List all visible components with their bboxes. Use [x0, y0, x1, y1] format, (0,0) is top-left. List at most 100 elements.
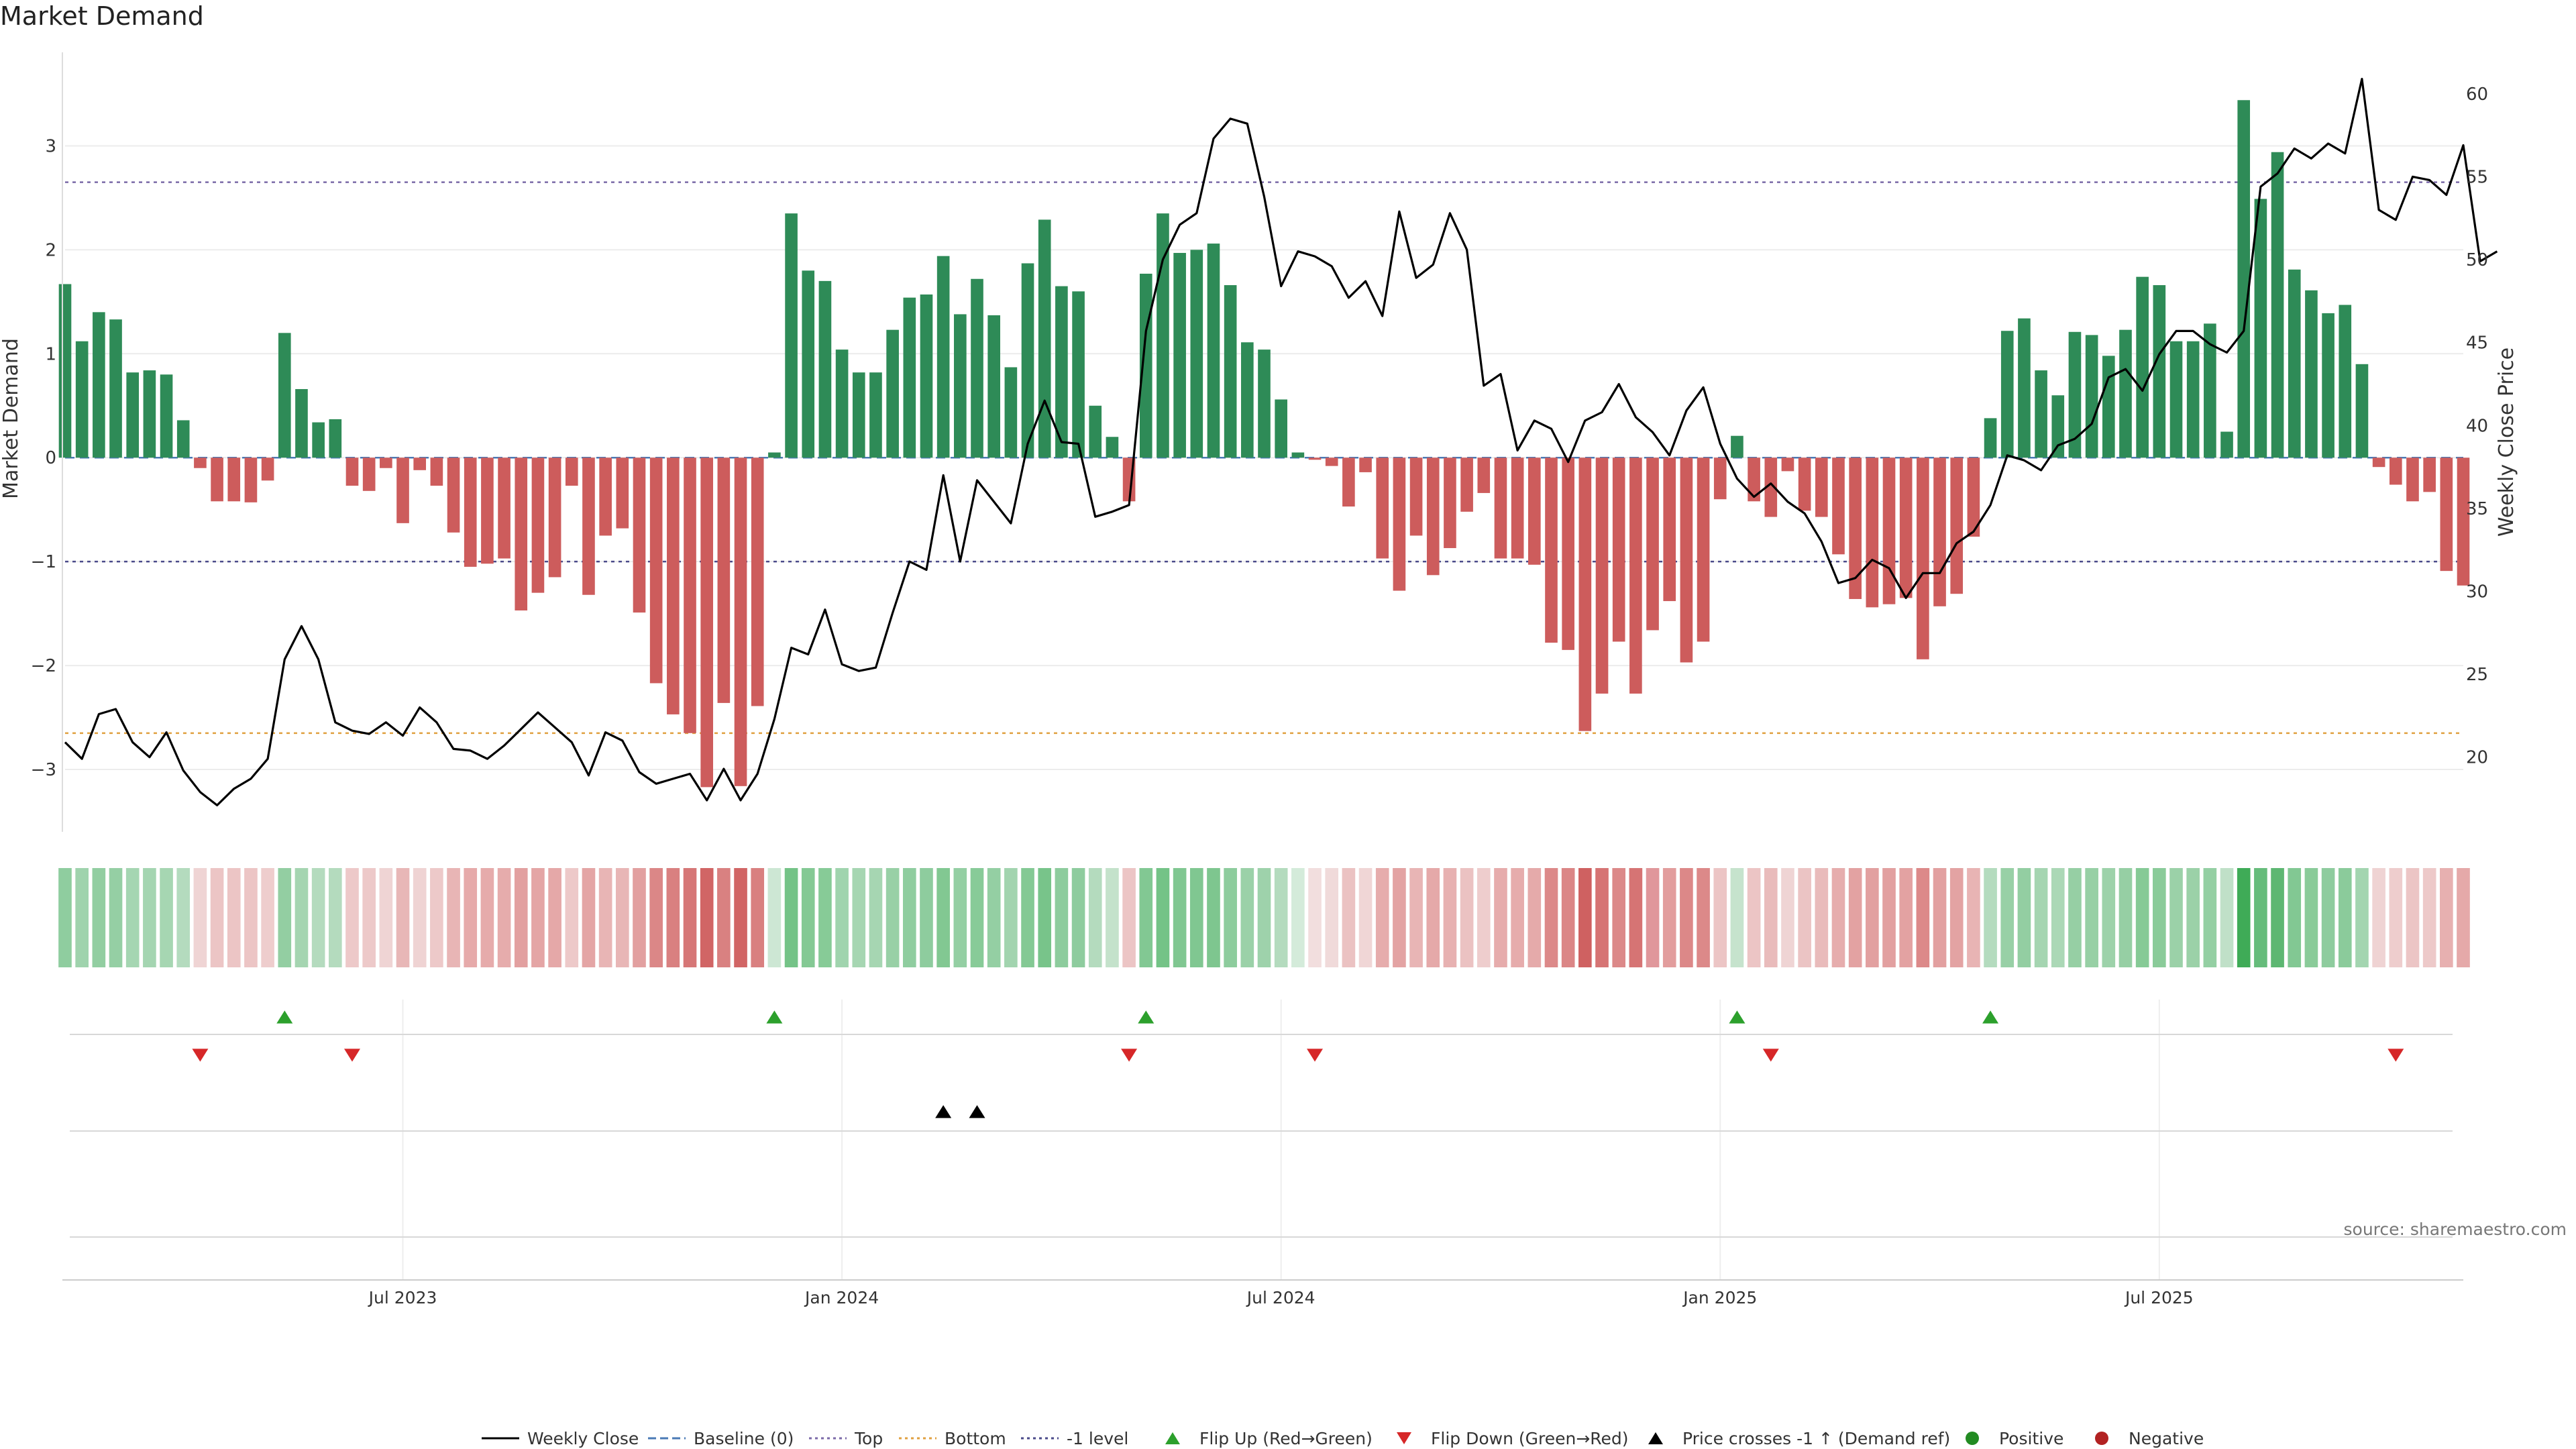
- legend-item[interactable]: -1 level: [1021, 1429, 1128, 1448]
- demand-bar: [2018, 318, 2031, 458]
- legend-label: Price crosses -1 ↑ (Demand ref): [1682, 1429, 1950, 1448]
- legend-item[interactable]: Weekly Close: [482, 1429, 639, 1448]
- strip-cell: [261, 868, 274, 967]
- legend-label: -1 level: [1067, 1429, 1128, 1448]
- strip-cell: [2153, 868, 2166, 967]
- demand-bar: [1595, 458, 1609, 694]
- strip-cell: [2203, 868, 2217, 967]
- strip-cell: [125, 868, 140, 967]
- demand-bar: [1494, 458, 1507, 559]
- demand-bar: [2136, 276, 2149, 458]
- strip-cell: [2389, 868, 2403, 967]
- demand-bar: [75, 341, 89, 458]
- strip-cell: [1375, 868, 1389, 967]
- y2-tick-label: 20: [2466, 748, 2488, 768]
- demand-bar: [1342, 458, 1355, 507]
- strip-cell: [1781, 868, 1794, 967]
- strip-cell: [1612, 868, 1626, 967]
- strip-cell: [2288, 868, 2302, 967]
- demand-bar: [582, 458, 595, 595]
- legend-item[interactable]: Positive: [1966, 1429, 2063, 1448]
- demand-bar: [802, 270, 815, 458]
- demand-bar: [734, 458, 747, 786]
- legend-item[interactable]: Top: [809, 1429, 883, 1448]
- demand-bar: [2457, 458, 2470, 586]
- demand-bar: [1072, 291, 1085, 458]
- strip-cell: [2169, 868, 2183, 967]
- y2-tick-label: 55: [2466, 167, 2488, 187]
- strip-cell: [1055, 868, 1069, 967]
- demand-bar: [1089, 405, 1102, 458]
- y-tick-label: −1: [31, 552, 56, 572]
- strip-cell: [58, 868, 72, 967]
- strip-cell: [565, 868, 579, 967]
- strip-cell: [1815, 868, 1829, 967]
- strip-cell: [869, 868, 883, 967]
- legend-item[interactable]: Baseline (0): [648, 1429, 794, 1448]
- strip-cell: [1680, 868, 1693, 967]
- strip-cell: [2034, 868, 2048, 967]
- legend-item[interactable]: Flip Down (Green→Red): [1397, 1429, 1629, 1448]
- demand-bar: [1190, 250, 1203, 458]
- strip-cell: [1646, 868, 1660, 967]
- demand-bar: [1393, 458, 1406, 591]
- demand-bar: [278, 333, 291, 458]
- strip-cell: [2102, 868, 2116, 967]
- strip-cell: [700, 868, 714, 967]
- strip-cell: [2338, 868, 2352, 967]
- flip-up-marker: [276, 1010, 293, 1024]
- strip-cell: [1949, 868, 1964, 967]
- x-tick-label: Jul 2024: [1246, 1288, 1316, 1307]
- legend-item[interactable]: Price crosses -1 ↑ (Demand ref): [1648, 1429, 1950, 1448]
- strip-cell: [413, 868, 427, 967]
- strip-cell: [1443, 868, 1457, 967]
- strip-cell: [1207, 868, 1220, 967]
- strip-cell: [1325, 868, 1339, 967]
- strip-cell: [1156, 868, 1170, 967]
- x-tick-label: Jan 2025: [1682, 1288, 1757, 1307]
- strip-cell: [1798, 868, 1811, 967]
- y-tick-label: 1: [45, 344, 56, 364]
- demand-bar: [2339, 305, 2352, 458]
- demand-bar: [261, 458, 274, 481]
- demand-bar: [531, 458, 545, 593]
- legend-item[interactable]: Bottom: [899, 1429, 1006, 1448]
- strip-cell: [1916, 868, 1930, 967]
- demand-bar: [1629, 458, 1642, 694]
- demand-bar: [751, 458, 764, 706]
- strip-cell: [2118, 868, 2133, 967]
- strip-cell: [1358, 868, 1373, 967]
- demand-bar: [2254, 199, 2267, 458]
- strip-cell: [345, 868, 359, 967]
- demand-bar: [1663, 458, 1676, 602]
- demand-bar: [717, 458, 731, 703]
- legend-item[interactable]: Negative: [2095, 1429, 2204, 1448]
- demand-bar: [954, 314, 967, 458]
- strip-cell: [598, 868, 612, 967]
- strip-cell: [193, 868, 207, 967]
- demand-bar: [852, 372, 865, 458]
- strip-cell: [1933, 868, 1947, 967]
- demand-bar: [2423, 458, 2436, 492]
- legend-item[interactable]: Flip Up (Red→Green): [1165, 1429, 1373, 1448]
- strip-cell: [1122, 868, 1136, 967]
- legend-label: Flip Up (Red→Green): [1199, 1429, 1373, 1448]
- demand-bar: [1224, 285, 1237, 458]
- strip-cell: [2220, 868, 2234, 967]
- demand-bar: [936, 256, 950, 458]
- demand-bar: [1798, 458, 1811, 511]
- legend-label: Top: [854, 1429, 883, 1448]
- y-tick-label: 0: [45, 448, 56, 468]
- price-line: [64, 77, 2498, 807]
- demand-bar: [2440, 458, 2453, 572]
- strip-cell: [480, 868, 494, 967]
- demand-bar: [565, 458, 578, 486]
- demand-bar: [2035, 370, 2047, 458]
- strip-cell: [278, 868, 292, 967]
- strip-cell: [1409, 868, 1423, 967]
- flip-down-marker: [1762, 1049, 1779, 1062]
- strip-cell: [1595, 868, 1609, 967]
- demand-bar: [464, 458, 477, 567]
- strip-cell: [2085, 868, 2098, 967]
- strip-cell: [683, 868, 697, 967]
